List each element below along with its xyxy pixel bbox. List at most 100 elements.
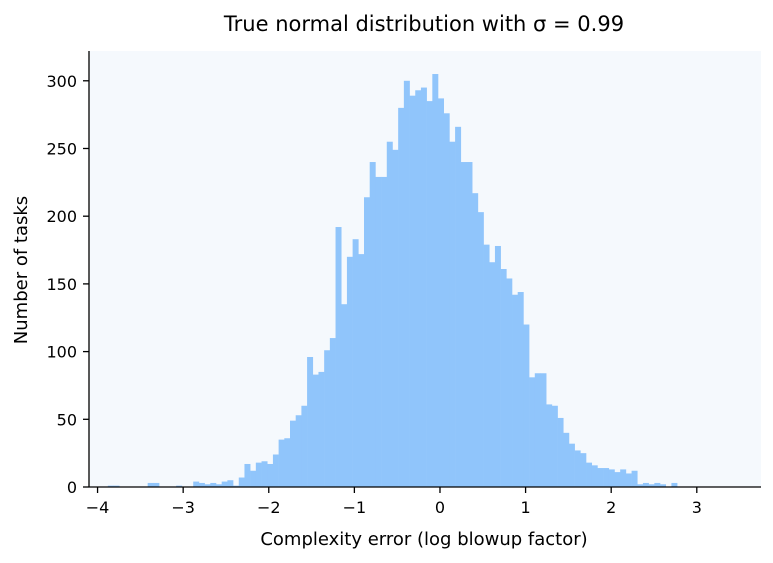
y-tick-label: 50 [57, 410, 77, 429]
histogram-bar [381, 176, 388, 487]
histogram-bar [597, 468, 604, 487]
histogram-bar [466, 162, 473, 487]
histogram-bar [642, 482, 649, 487]
histogram-bar [631, 470, 638, 487]
histogram-bar [426, 101, 433, 487]
histogram-bar [193, 481, 200, 487]
histogram-bar [221, 481, 228, 487]
histogram-bar [432, 74, 439, 488]
histogram-bar [284, 438, 291, 487]
histogram-bar [529, 377, 536, 487]
histogram-bar [506, 278, 513, 487]
histogram-bar [546, 404, 553, 487]
histogram-bar [563, 432, 570, 487]
histogram-bar [358, 254, 365, 487]
histogram-bar [147, 482, 154, 487]
histogram-bar [517, 292, 524, 487]
histogram-bar [591, 465, 598, 487]
histogram-bar [449, 141, 456, 487]
histogram-bar [176, 485, 183, 487]
histogram-bar [272, 454, 279, 487]
histogram-bar [654, 482, 661, 487]
histogram-bar [420, 87, 427, 487]
y-tick-label: 0 [67, 478, 77, 497]
x-tick-label: 1 [520, 498, 530, 517]
histogram-bar [574, 450, 581, 487]
histogram-bar [580, 453, 587, 487]
histogram-bar [671, 482, 678, 487]
histogram-bar [352, 239, 359, 487]
histogram-bar [318, 371, 325, 487]
histogram-bar [534, 373, 541, 487]
histogram-bar [346, 256, 353, 487]
histogram-bar [648, 484, 655, 487]
histogram-bar [443, 113, 450, 487]
histogram-bar [341, 304, 348, 487]
y-tick-label: 150 [46, 275, 77, 294]
histogram-bar [551, 405, 558, 487]
x-tick-label: 3 [692, 498, 702, 517]
chart-title: True normal distribution with σ = 0.99 [223, 12, 624, 36]
histogram-bar [477, 212, 484, 487]
histogram-bar [364, 197, 370, 488]
histogram-bar [153, 482, 160, 487]
histogram-bar [523, 324, 530, 487]
histogram-bar [455, 126, 462, 487]
histogram-bar [295, 415, 302, 487]
axes: −4 −3 −2 −1 0 1 2 3 0 50 100 150 200 250 300 [46, 51, 761, 517]
histogram-bar [204, 484, 211, 487]
histogram-bar [403, 80, 410, 487]
histogram-bar [483, 244, 490, 487]
histogram-bar [608, 469, 615, 487]
histogram-bar [244, 463, 251, 487]
histogram-bar [438, 98, 444, 487]
y-tick-label: 250 [46, 139, 77, 158]
histogram-bar [301, 405, 308, 487]
x-axis-label: Complexity error (log blowup factor) [260, 529, 587, 550]
histogram-bar [335, 227, 342, 487]
histogram-bar [324, 350, 331, 487]
histogram-bar [227, 480, 234, 487]
histogram-bar [369, 162, 376, 487]
histogram-bar [250, 470, 257, 487]
histogram-bar [261, 461, 268, 487]
histogram-bar [586, 462, 593, 487]
histogram-bar [637, 484, 644, 487]
histogram-bar [238, 477, 245, 487]
x-tick-label: −1 [343, 498, 367, 517]
histogram-bar [375, 176, 382, 487]
histogram-bar [500, 269, 507, 487]
histogram-bar [255, 462, 262, 487]
histogram-bar [216, 484, 222, 487]
histogram-bar [233, 485, 240, 487]
histogram-bar [409, 95, 416, 488]
y-axis-label: Number of tasks [11, 196, 32, 344]
histogram-bar [113, 485, 120, 487]
histogram-bar [398, 107, 405, 488]
histogram-bar [620, 469, 627, 487]
histogram-bar [210, 482, 217, 487]
histogram-bar [312, 374, 319, 487]
histogram-bar [329, 338, 336, 487]
histogram-bar [472, 193, 479, 488]
histogram-bar [415, 90, 422, 488]
histogram-bars [107, 74, 678, 488]
histogram-bar [625, 473, 632, 487]
x-tick-label: −3 [171, 498, 195, 517]
y-tick-label: 200 [46, 207, 77, 226]
histogram-bar [107, 485, 114, 487]
histogram-bar [660, 484, 667, 487]
histogram-bar [512, 294, 519, 487]
y-tick-label: 100 [46, 343, 77, 362]
histogram-bar [307, 357, 314, 487]
histogram-bar [267, 463, 274, 487]
histogram-bar [392, 149, 399, 487]
y-tick-label: 300 [46, 72, 77, 91]
histogram-bar [489, 262, 496, 487]
histogram-bar [494, 245, 501, 487]
x-tick-label: 2 [606, 498, 616, 517]
histogram-bar [603, 468, 610, 487]
histogram-bar [290, 420, 296, 487]
histogram-bar [557, 417, 564, 487]
